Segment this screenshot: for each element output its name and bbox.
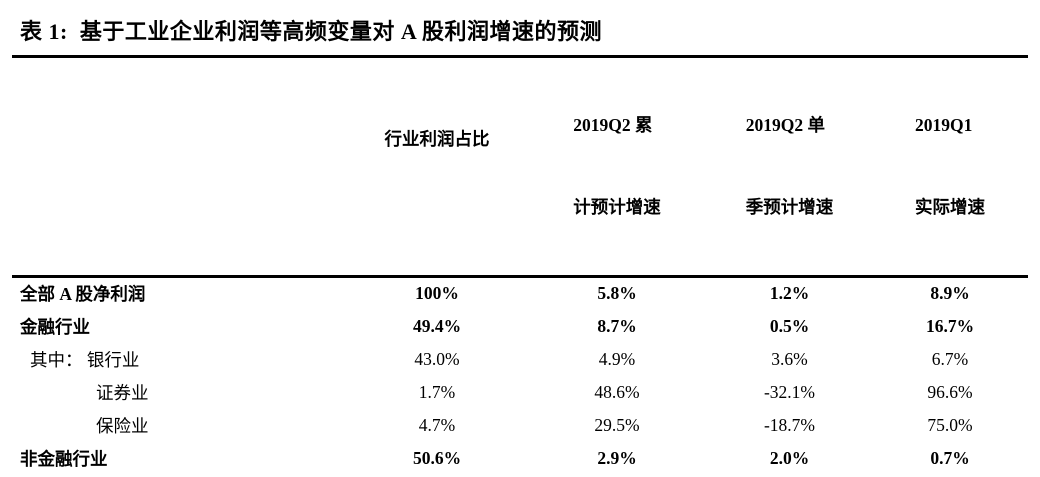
column-header-line: 季预计增速 <box>745 196 834 217</box>
table-row: 保险业 4.7% 29.5% -18.7% 75.0% <box>12 409 1028 442</box>
cell-value: 75.0% <box>927 414 973 435</box>
column-header-block: 2019Q1 实际增速 <box>915 58 985 275</box>
header-row: 行业利润占比 2019Q2 累 计预计增速 2019Q2 单 季预计增速 <box>12 58 1028 278</box>
column-header-block: 2019Q2 累 计预计增速 <box>573 58 661 275</box>
cell-value: 29.5% <box>594 414 640 435</box>
cell-value: 16.7% <box>925 315 975 336</box>
cell-value: 4.9% <box>598 348 636 369</box>
cell-value: 8.9% <box>930 283 970 304</box>
cell-value: 8.7% <box>597 315 637 336</box>
cell-value: 4.7% <box>418 414 456 435</box>
row-label: 其中： 银行业 <box>30 349 140 370</box>
row-label: 全部 A 股净利润 <box>20 284 146 305</box>
table-row: 金融行业 49.4% 8.7% 0.5% 16.7% <box>12 310 1028 343</box>
table-row: 全部 A 股净利润 100% 5.8% 1.2% 8.9% <box>12 277 1028 310</box>
cell-value: 3.6% <box>771 348 808 369</box>
cell-value: 96.6% <box>927 381 973 402</box>
cell-value: 1.7% <box>418 381 456 402</box>
table-row: 其中： 银行业 43.0% 4.9% 3.6% 6.7% <box>12 343 1028 376</box>
cell-value: 100% <box>415 283 459 304</box>
column-header-line: 行业利润占比 <box>384 128 490 149</box>
cell-value: 0.5% <box>769 315 810 336</box>
column-header-line: 实际增速 <box>915 196 985 217</box>
column-header-2019q2-cumulative: 2019Q2 累 计预计增速 <box>527 58 707 278</box>
column-header-line: 2019Q1 <box>915 115 973 136</box>
cell-value: 0.7% <box>930 447 970 468</box>
cell-value: 2.9% <box>597 447 637 468</box>
cell-value: 1.2% <box>769 283 810 304</box>
cell-value: 50.6% <box>412 447 462 468</box>
column-header-line: 2019Q2 累 <box>573 115 653 136</box>
cell-value: 49.4% <box>412 315 462 336</box>
column-header-block: 行业利润占比 <box>385 72 490 262</box>
row-label: 非金融行业 <box>20 448 108 469</box>
row-label: 保险业 <box>96 415 149 436</box>
column-header-industry-profit-share: 行业利润占比 <box>347 58 527 278</box>
row-label: 金融行业 <box>20 316 90 337</box>
corner-cell <box>12 58 347 278</box>
cell-value: -18.7% <box>763 414 816 435</box>
cell-value: 43.0% <box>414 348 460 369</box>
table-row: 证券业 1.7% 48.6% -32.1% 96.6% <box>12 376 1028 409</box>
column-header-line: 2019Q2 单 <box>745 115 825 136</box>
cell-value: 5.8% <box>597 283 637 304</box>
column-header-block: 2019Q2 单 季预计增速 <box>746 58 834 275</box>
table-row: 非金融行业 50.6% 2.9% 2.0% 0.7% <box>12 442 1028 475</box>
table-title: 表 1: 基于工业企业利润等高频变量对 A 股利润增速的预测 <box>12 6 1028 58</box>
cell-value: 48.6% <box>594 381 640 402</box>
column-header-2019q2-single-quarter: 2019Q2 单 季预计增速 <box>707 58 872 278</box>
cell-value: 6.7% <box>931 348 969 369</box>
column-header-2019q1-actual: 2019Q1 实际增速 <box>872 58 1028 278</box>
column-header-line: 计预计增速 <box>573 196 661 217</box>
row-label: 证券业 <box>96 382 149 403</box>
forecast-table: 行业利润占比 2019Q2 累 计预计增速 2019Q2 单 季预计增速 <box>12 58 1028 477</box>
cell-value: -32.1% <box>763 381 816 402</box>
cell-value: 2.0% <box>769 447 810 468</box>
